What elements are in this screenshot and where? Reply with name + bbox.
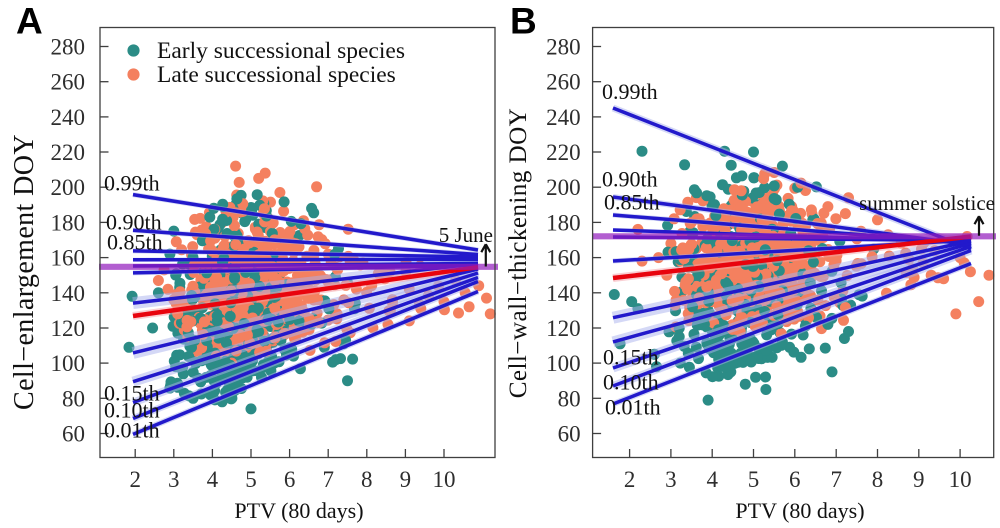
svg-text:6: 6 <box>789 467 801 492</box>
svg-text:Early successional species: Early successional species <box>157 38 405 64</box>
svg-text:3: 3 <box>665 467 677 492</box>
svg-text:9: 9 <box>400 467 412 492</box>
svg-text:6: 6 <box>284 467 296 492</box>
svg-text:120: 120 <box>546 316 581 341</box>
svg-text:160: 160 <box>51 246 86 271</box>
svg-text:220: 220 <box>546 140 581 165</box>
svg-text:4: 4 <box>207 467 219 492</box>
svg-text:180: 180 <box>51 210 86 235</box>
svg-text:100: 100 <box>51 351 86 376</box>
svg-text:0.85th: 0.85th <box>604 190 660 215</box>
svg-text:0.90th: 0.90th <box>602 167 658 192</box>
svg-text:100: 100 <box>546 351 581 376</box>
svg-text:0.99th: 0.99th <box>104 171 160 196</box>
svg-text:5 June: 5 June <box>439 223 493 247</box>
svg-text:0.10th: 0.10th <box>603 370 659 395</box>
svg-text:2: 2 <box>129 467 141 492</box>
svg-text:80: 80 <box>558 386 581 411</box>
svg-text:180: 180 <box>546 210 581 235</box>
svg-text:PTV (80 days): PTV (80 days) <box>234 498 363 523</box>
svg-text:0.90th: 0.90th <box>106 210 162 235</box>
svg-text:A: A <box>16 1 43 42</box>
svg-text:Cell−enlargement DOY: Cell−enlargement DOY <box>9 134 40 410</box>
svg-text:260: 260 <box>546 70 581 95</box>
svg-text:80: 80 <box>62 386 85 411</box>
svg-text:7: 7 <box>322 467 334 492</box>
svg-text:220: 220 <box>51 140 86 165</box>
svg-text:2: 2 <box>624 467 636 492</box>
svg-text:60: 60 <box>62 422 85 447</box>
svg-text:10: 10 <box>433 467 456 492</box>
svg-text:4: 4 <box>706 467 718 492</box>
svg-text:summer solstice: summer solstice <box>859 191 995 215</box>
svg-text:0.10th: 0.10th <box>104 398 160 423</box>
svg-text:8: 8 <box>361 467 373 492</box>
svg-text:140: 140 <box>51 281 86 306</box>
svg-text:0.01th: 0.01th <box>605 395 661 420</box>
svg-text:140: 140 <box>546 281 581 306</box>
svg-text:8: 8 <box>872 467 884 492</box>
svg-text:200: 200 <box>546 175 581 200</box>
svg-text:120: 120 <box>51 316 86 341</box>
svg-text:260: 260 <box>51 70 86 95</box>
svg-text:5: 5 <box>245 467 257 492</box>
svg-text:10: 10 <box>949 467 972 492</box>
svg-text:3: 3 <box>168 467 180 492</box>
svg-text:0.15th: 0.15th <box>104 381 160 406</box>
svg-text:0.01th: 0.01th <box>104 418 160 443</box>
svg-text:160: 160 <box>546 246 581 271</box>
svg-text:240: 240 <box>51 105 86 130</box>
svg-text:9: 9 <box>913 467 925 492</box>
svg-text:200: 200 <box>51 175 86 200</box>
svg-text:280: 280 <box>51 35 86 60</box>
svg-text:240: 240 <box>546 105 581 130</box>
svg-text:0.15th: 0.15th <box>603 345 659 370</box>
svg-text:5: 5 <box>748 467 760 492</box>
svg-text:PTV (80 days): PTV (80 days) <box>735 498 864 523</box>
svg-text:280: 280 <box>546 35 581 60</box>
svg-text:Late successional species: Late successional species <box>157 62 396 88</box>
svg-text:0.99th: 0.99th <box>602 79 658 104</box>
svg-text:7: 7 <box>830 467 842 492</box>
svg-text:B: B <box>510 1 537 42</box>
svg-text:Cell−wall−thickening DOY: Cell−wall−thickening DOY <box>505 108 532 399</box>
svg-text:0.85th: 0.85th <box>107 230 163 255</box>
svg-text:60: 60 <box>558 422 581 447</box>
